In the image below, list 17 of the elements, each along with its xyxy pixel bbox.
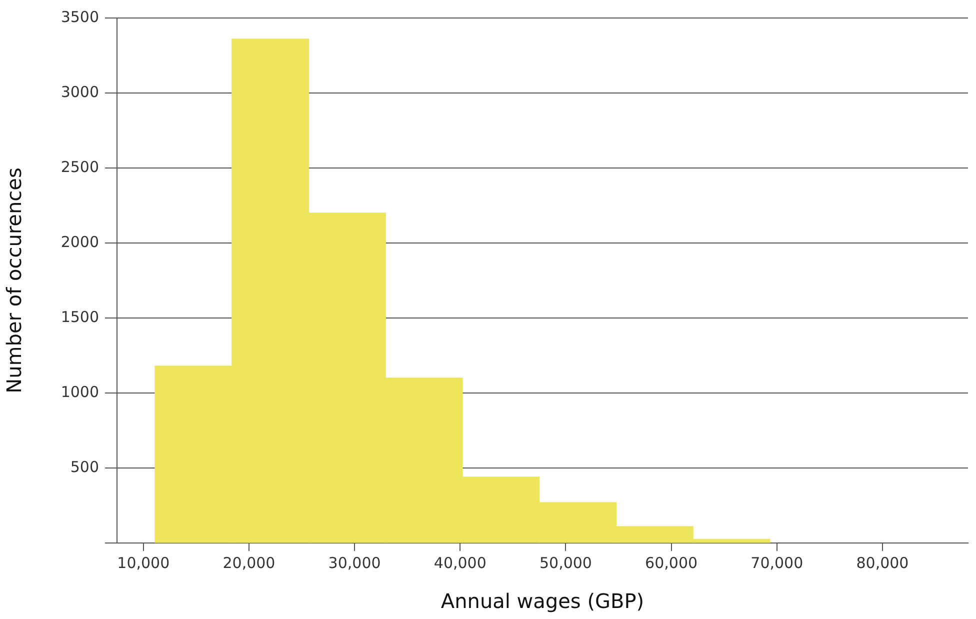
x-tick-label: 30,000: [328, 554, 381, 572]
x-tick-label: 20,000: [222, 554, 276, 572]
x-tick-label: 80,000: [856, 554, 909, 572]
y-tick-label: 3500: [60, 8, 99, 26]
y-tick-label: 1500: [60, 308, 99, 326]
x-axis-title: Annual wages (GBP): [440, 589, 644, 614]
y-tick-label: 3000: [60, 82, 99, 101]
y-tick-label: 500: [70, 458, 99, 476]
y-tick-label: 1000: [60, 382, 99, 401]
x-tick-label: 10,000: [117, 554, 170, 572]
y-axis-title: Number of occurences: [2, 168, 26, 394]
x-tick-label: 70,000: [750, 554, 804, 572]
x-tick-label: 50,000: [539, 554, 592, 572]
y-tick-label: 2500: [60, 158, 99, 176]
y-tick-label: 2000: [60, 232, 99, 251]
x-tick-label: 40,000: [434, 554, 486, 572]
x-tick-label: 60,000: [645, 554, 698, 572]
